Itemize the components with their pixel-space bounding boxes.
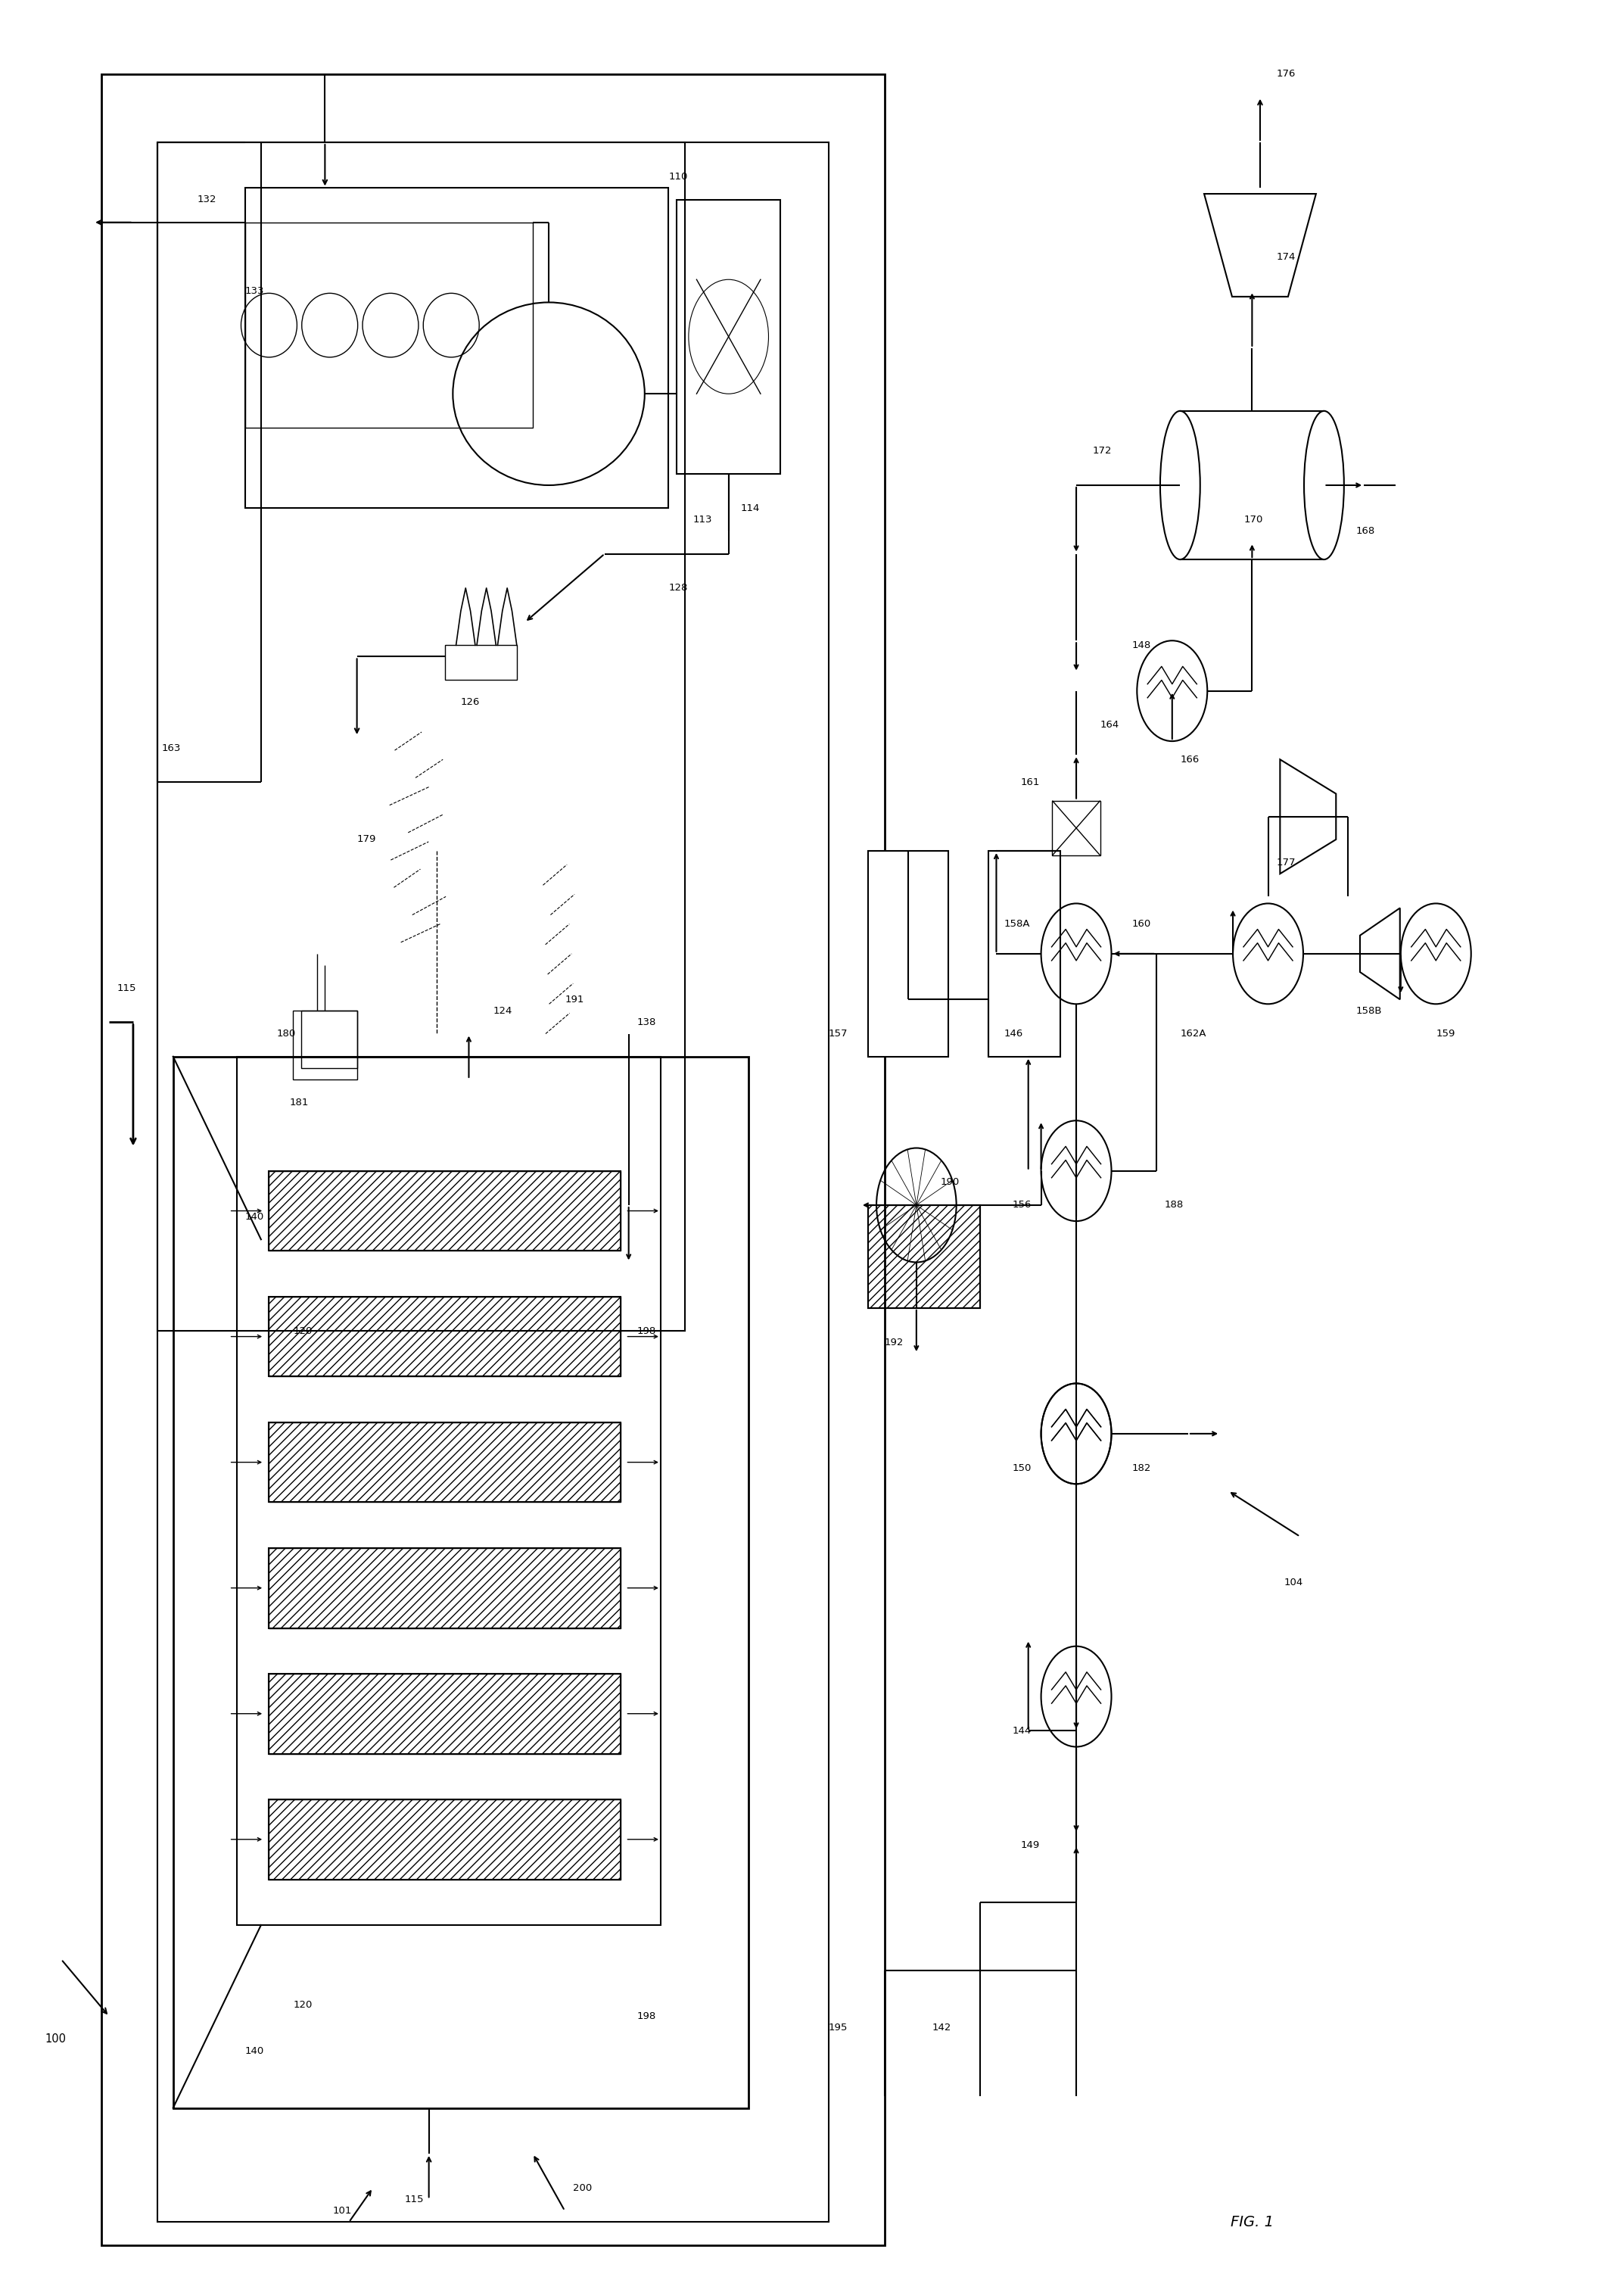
Text: 172: 172 (1093, 445, 1112, 457)
Bar (988, 852, 1060, 1056)
Bar (269, 1421, 621, 1502)
Text: 200: 200 (573, 2183, 592, 2193)
Text: 166: 166 (1179, 755, 1199, 765)
Text: 160: 160 (1133, 918, 1152, 930)
Text: 182: 182 (1133, 1463, 1152, 1474)
Text: 120: 120 (293, 1325, 312, 1336)
Text: 114: 114 (740, 503, 759, 512)
Text: 168: 168 (1356, 526, 1376, 535)
Text: 177: 177 (1276, 856, 1295, 868)
Text: 158A: 158A (1004, 918, 1030, 930)
Text: 120: 120 (293, 2000, 312, 2009)
Text: 170: 170 (1244, 514, 1263, 523)
Text: 174: 174 (1276, 253, 1295, 262)
Text: 163: 163 (163, 744, 182, 753)
Text: 140: 140 (245, 2046, 264, 2055)
Bar (269, 1421, 621, 1502)
Bar (269, 1800, 621, 1880)
Bar (677, 200, 780, 473)
Text: 161: 161 (1020, 778, 1039, 788)
Text: 180: 180 (277, 1029, 296, 1038)
Bar (158, 142, 684, 1332)
Text: 104: 104 (1284, 1577, 1303, 1587)
Text: 144: 144 (1012, 1727, 1031, 1736)
Bar (269, 1800, 621, 1880)
Bar (293, 1010, 357, 1079)
Text: 138: 138 (637, 1017, 656, 1026)
Bar (158, 142, 829, 2223)
Bar (269, 1674, 621, 1754)
Text: 162A: 162A (1179, 1029, 1207, 1038)
Text: 146: 146 (1004, 1029, 1023, 1038)
Text: 150: 150 (1012, 1463, 1031, 1474)
Text: FIG. 1: FIG. 1 (1231, 2216, 1274, 2229)
Bar (869, 1205, 980, 1309)
Bar (245, 223, 533, 427)
Text: 126: 126 (460, 698, 479, 707)
Text: 159: 159 (1435, 1029, 1455, 1038)
Text: 100: 100 (45, 2034, 66, 2046)
Text: 140: 140 (245, 1212, 264, 1221)
Bar (301, 1010, 357, 1068)
Text: 164: 164 (1101, 721, 1120, 730)
Bar (444, 645, 516, 680)
Text: 142: 142 (932, 2023, 951, 2032)
Text: 113: 113 (692, 514, 711, 523)
Text: 101: 101 (333, 2206, 352, 2216)
Bar (869, 852, 948, 1056)
Bar (245, 188, 669, 507)
Bar (269, 1548, 621, 1628)
Text: 192: 192 (885, 1336, 904, 1348)
Text: 133: 133 (245, 287, 264, 296)
Text: 181: 181 (290, 1097, 309, 1107)
Text: 198: 198 (637, 2011, 656, 2020)
Text: 195: 195 (829, 2023, 848, 2032)
Bar (269, 1297, 621, 1378)
Bar (869, 1205, 980, 1309)
Text: 191: 191 (565, 994, 584, 1003)
Text: 198: 198 (637, 1325, 656, 1336)
Text: 158B: 158B (1356, 1006, 1382, 1015)
Bar (269, 1171, 621, 1251)
Text: 124: 124 (492, 1006, 512, 1015)
Bar (269, 1674, 621, 1754)
Text: 157: 157 (829, 1029, 848, 1038)
Bar (237, 1056, 661, 1924)
Bar (101, 73, 885, 2245)
Bar (174, 1056, 748, 2108)
Text: 115: 115 (405, 2195, 425, 2204)
Text: 179: 179 (357, 833, 377, 845)
Bar (269, 1171, 621, 1251)
Bar (269, 1548, 621, 1628)
Bar (1052, 801, 1101, 856)
Text: 156: 156 (1012, 1201, 1031, 1210)
Text: 132: 132 (196, 195, 216, 204)
Text: 110: 110 (669, 172, 687, 181)
Text: 176: 176 (1276, 69, 1295, 78)
Text: 115: 115 (117, 983, 137, 992)
Text: 190: 190 (940, 1178, 959, 1187)
Text: 128: 128 (669, 583, 687, 592)
Text: 149: 149 (1020, 1839, 1039, 1851)
Text: 188: 188 (1165, 1201, 1183, 1210)
Bar (269, 1297, 621, 1378)
Text: 148: 148 (1133, 641, 1152, 650)
